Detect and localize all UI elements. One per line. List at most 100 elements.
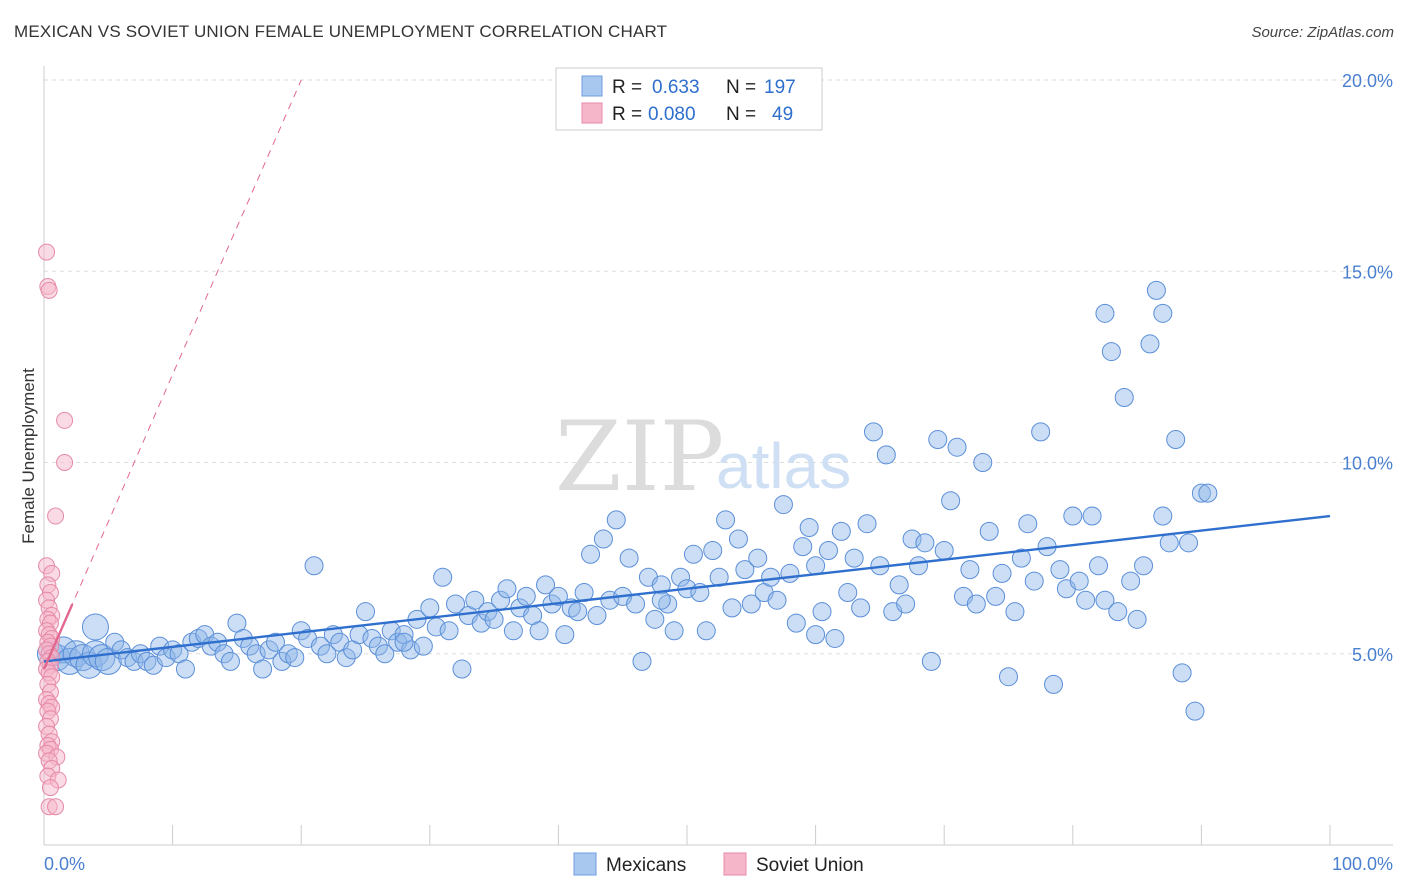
point-mexicans [1095,590,1115,610]
point-mexicans [761,567,781,587]
point-mexicans [966,594,986,614]
point-mexicans [921,651,941,671]
point-mexicans [1018,514,1038,534]
series-soviet-union [38,243,74,816]
point-mexicans [375,644,395,664]
point-mexicans [1089,556,1109,576]
point-mexicans [857,514,877,534]
legend-r-label: R = [612,104,642,125]
point-mexicans [220,651,240,671]
y-tick-label: 20.0% [1342,71,1393,91]
point-mexicans [1172,663,1192,683]
point-mexicans [529,621,549,641]
point-mexicans [632,651,652,671]
point-mexicans [651,575,671,595]
point-mexicans [503,621,523,641]
point-mexicans [908,556,928,576]
point-mexicans [992,563,1012,583]
point-mexicans [973,453,993,472]
point-mexicans [748,548,768,568]
trend-line-soviet-union [43,79,302,670]
trend-lines [42,79,1331,670]
watermark-zip: ZIP [555,401,724,513]
x-tick-label: 100.0% [1332,854,1393,874]
point-mexicans [703,540,723,560]
point-mexicans [818,540,838,560]
point-mexicans [310,636,330,656]
x-tick-label: 0.0% [44,854,85,874]
point-mexicans [272,651,292,671]
point-mexicans [999,667,1018,687]
point-mexicans [593,529,613,549]
point-mexicans [1108,602,1128,622]
point-mexicans [812,602,832,622]
point-mexicans [741,594,761,614]
point-mexicans [1095,303,1115,323]
point-mexicans [1179,533,1199,553]
point-mexicans [1121,571,1141,591]
point-mexicans [683,544,703,564]
point-soviet-union [38,243,56,261]
correlation-legend: R = 0.633 N = 197 R = 0.080 N = 49 [555,67,823,131]
point-mexicans [806,556,826,576]
point-mexicans [516,586,536,606]
point-mexicans [1082,506,1102,526]
point-mexicans [626,594,646,614]
point-mexicans [960,560,980,580]
watermark: ZIP atlas [555,401,851,513]
point-mexicans [446,594,466,614]
series-legend: Mexicans Soviet Union [573,852,864,876]
point-soviet-union [40,281,58,299]
point-soviet-union [56,411,74,429]
point-mexicans [465,590,485,610]
bottom-legend-label-soviet-union: Soviet Union [756,855,864,876]
point-mexicans [851,598,871,618]
point-mexicans [1076,590,1096,610]
point-mexicans [1191,483,1211,503]
point-mexicans [1185,701,1205,721]
point-mexicans [664,621,684,641]
point-mexicans [568,602,588,622]
point-mexicans [941,491,961,511]
point-mexicans [1044,674,1064,694]
point-mexicans [793,537,813,557]
point-mexicans [105,632,125,652]
point-mexicans [175,659,195,679]
y-axis-label: Female Unemployment [19,368,38,544]
point-mexicans [1127,609,1147,629]
point-soviet-union [41,779,59,797]
point-mexicans [799,518,819,538]
point-mexicans [600,590,620,610]
y-tick-labels: 5.0% 10.0% 15.0% 20.0% [1342,71,1393,665]
legend-row-mexicans: R = 0.633 N = 197 [581,75,796,98]
chart-title: MEXICAN VS SOVIET UNION FEMALE UNEMPLOYM… [14,22,668,41]
x-tick-labels: 0.0% 100.0% [44,854,1393,874]
legend-r-label: R = [612,77,642,98]
point-mexicans [587,606,607,625]
grid-lines [44,79,1393,655]
point-mexicans [831,521,851,541]
point-mexicans [716,510,736,530]
point-mexicans [844,548,864,568]
point-mexicans [1024,571,1044,591]
point-mexicans [433,567,453,587]
legend-row-soviet-union: R = 0.080 N = 49 [581,102,793,125]
source-label: Source: ZipAtlas.com [1251,24,1394,41]
point-mexicans [362,628,382,648]
point-mexicans [619,548,639,568]
point-mexicans [81,613,109,641]
point-soviet-union [47,507,65,525]
point-mexicans [497,579,517,599]
trend-line-soviet-union-solid [42,603,74,670]
point-mexicans [439,621,459,641]
point-mexicans [671,567,691,587]
point-mexicans [420,598,440,618]
point-mexicans [1198,483,1218,503]
legend-n-value: 197 [764,77,796,98]
point-mexicans [696,621,716,641]
point-mexicans [356,602,375,622]
point-mexicans [536,575,556,595]
point-soviet-union [47,798,65,816]
point-mexicans [253,659,273,679]
